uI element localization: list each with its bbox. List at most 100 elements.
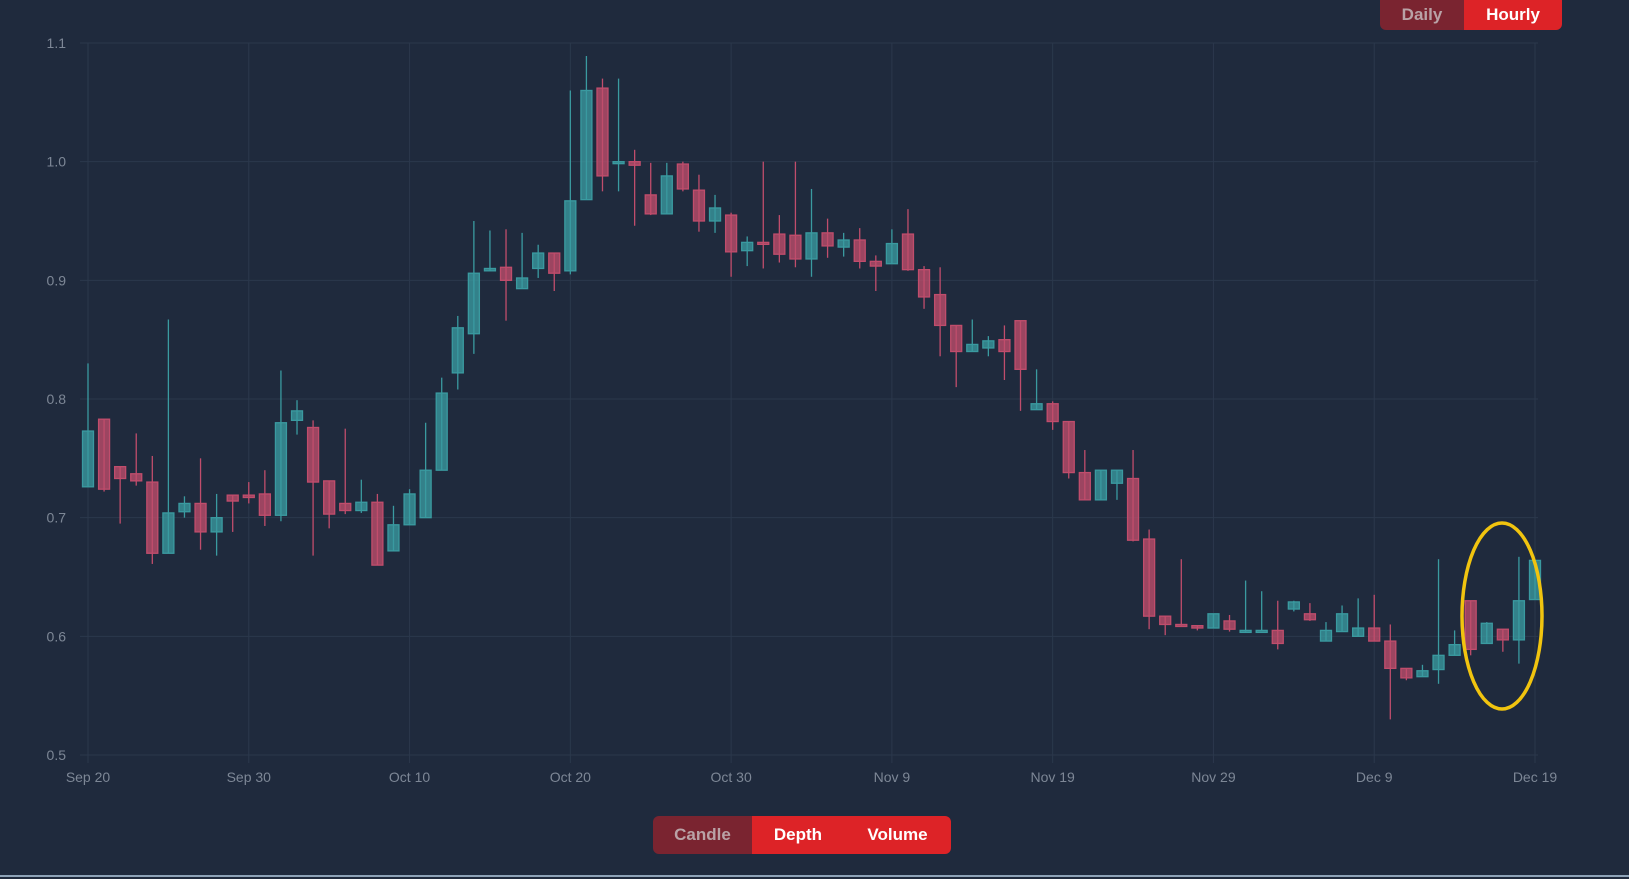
candle[interactable] — [805, 188, 818, 277]
candle[interactable] — [933, 267, 947, 357]
candle[interactable] — [1207, 613, 1220, 629]
candle[interactable] — [966, 319, 979, 353]
candle[interactable] — [1175, 559, 1188, 628]
candle[interactable] — [692, 174, 706, 232]
candle[interactable] — [242, 482, 255, 504]
candle[interactable] — [1384, 624, 1397, 720]
candle[interactable] — [853, 228, 866, 269]
candle[interactable] — [998, 325, 1011, 381]
candle[interactable] — [1432, 559, 1445, 684]
candle[interactable] — [290, 400, 304, 435]
candle[interactable] — [1062, 420, 1075, 479]
candle[interactable] — [676, 161, 690, 192]
candle[interactable] — [483, 230, 497, 272]
candle[interactable] — [532, 244, 545, 278]
candle[interactable] — [306, 420, 320, 556]
candle[interactable] — [1126, 450, 1140, 542]
candle[interactable] — [403, 489, 416, 526]
candle[interactable] — [1416, 664, 1429, 678]
candle[interactable] — [1239, 580, 1252, 634]
candle[interactable] — [499, 229, 513, 321]
candle[interactable] — [612, 78, 625, 192]
candle[interactable] — [950, 324, 963, 388]
candle[interactable] — [451, 315, 464, 390]
candle[interactable] — [81, 363, 95, 488]
candle[interactable] — [1400, 667, 1413, 681]
candle[interactable] — [274, 370, 288, 522]
candle[interactable] — [1159, 615, 1172, 636]
candle[interactable] — [1448, 630, 1461, 656]
candle[interactable] — [130, 433, 143, 486]
candle-body-down — [1142, 538, 1156, 617]
candle[interactable] — [548, 252, 561, 292]
candle[interactable] — [371, 493, 384, 566]
candle[interactable] — [323, 480, 336, 529]
candle[interactable] — [210, 493, 223, 556]
candle[interactable] — [982, 336, 995, 357]
candle[interactable] — [1255, 591, 1268, 634]
candle[interactable] — [1480, 622, 1493, 645]
candle[interactable] — [741, 236, 754, 267]
candle[interactable] — [869, 255, 882, 292]
candle[interactable] — [757, 161, 770, 269]
candle[interactable] — [917, 266, 931, 309]
candle[interactable] — [901, 209, 915, 271]
candle[interactable] — [1319, 622, 1333, 642]
candle[interactable] — [885, 229, 899, 265]
candle[interactable] — [1046, 401, 1059, 430]
candle[interactable] — [97, 418, 111, 492]
candle[interactable] — [339, 428, 352, 515]
candle[interactable] — [467, 221, 481, 354]
candle-body-down — [306, 426, 320, 483]
candle[interactable] — [146, 455, 159, 564]
candle[interactable] — [1014, 320, 1027, 411]
candle[interactable] — [387, 505, 400, 552]
candle[interactable] — [226, 494, 239, 532]
depth-button[interactable]: Depth — [752, 816, 844, 854]
candle[interactable] — [419, 422, 432, 519]
candle[interactable] — [837, 232, 850, 257]
candle[interactable] — [1368, 594, 1381, 642]
candle[interactable] — [596, 78, 609, 192]
candle[interactable] — [1110, 469, 1124, 500]
candle[interactable] — [1223, 614, 1236, 632]
candle[interactable] — [660, 162, 673, 215]
candle[interactable] — [773, 215, 786, 263]
candle-button[interactable]: Candle — [653, 816, 752, 854]
candle[interactable] — [708, 194, 722, 233]
candle[interactable] — [789, 161, 802, 268]
candle[interactable] — [1335, 605, 1349, 633]
daily-button[interactable]: Daily — [1380, 0, 1464, 30]
candle[interactable] — [162, 319, 175, 554]
candle[interactable] — [178, 496, 191, 518]
candle-body-down — [644, 194, 657, 215]
candle-body-up — [435, 392, 448, 471]
hourly-button[interactable]: Hourly — [1464, 0, 1562, 30]
candle[interactable] — [114, 465, 127, 524]
candle[interactable] — [580, 56, 593, 201]
candle[interactable] — [1271, 600, 1284, 650]
candle[interactable] — [564, 90, 577, 275]
candle[interactable] — [821, 218, 834, 258]
candle[interactable] — [258, 470, 272, 526]
candle[interactable] — [435, 377, 448, 471]
candle[interactable] — [628, 149, 641, 226]
candle[interactable] — [1191, 625, 1204, 631]
candle[interactable] — [724, 212, 738, 277]
candle[interactable] — [1496, 628, 1509, 652]
candle[interactable] — [1142, 529, 1156, 630]
candle[interactable] — [1078, 450, 1091, 501]
candle[interactable] — [1303, 603, 1317, 621]
candle[interactable] — [1464, 600, 1477, 656]
candle[interactable] — [1094, 469, 1108, 501]
candle[interactable] — [1512, 556, 1526, 664]
candle[interactable] — [1287, 600, 1300, 612]
candle[interactable] — [355, 479, 368, 513]
candle[interactable] — [1351, 598, 1365, 637]
candle[interactable] — [644, 162, 657, 216]
candle[interactable] — [1030, 369, 1043, 411]
volume-button[interactable]: Volume — [844, 816, 951, 854]
candle[interactable] — [194, 458, 207, 550]
candle[interactable] — [515, 232, 529, 290]
